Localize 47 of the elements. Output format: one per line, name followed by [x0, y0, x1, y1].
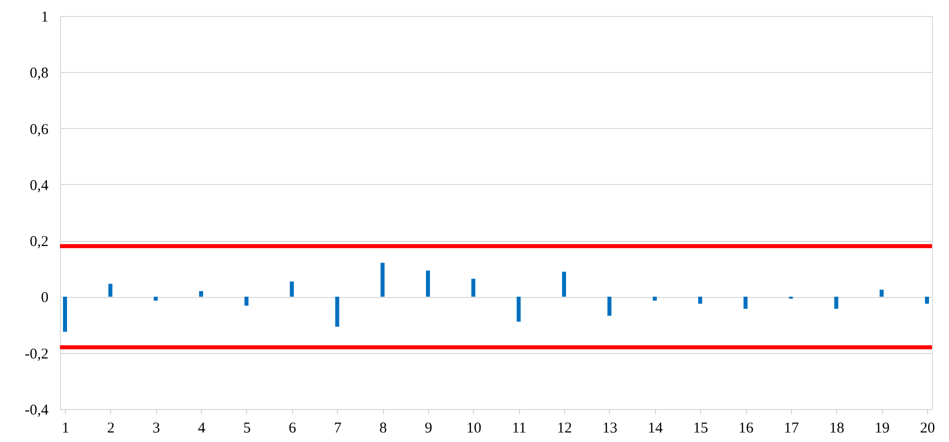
x-tick-label: 9 — [424, 420, 432, 436]
bar — [698, 296, 702, 304]
y-tick-label: 0,4 — [30, 178, 49, 194]
bar — [380, 262, 385, 297]
bar — [744, 296, 748, 309]
bar — [290, 282, 294, 297]
bar — [652, 296, 657, 301]
x-tick-label: 1 — [62, 420, 70, 436]
x-tick-label: 10 — [466, 420, 482, 436]
bar — [426, 270, 430, 297]
bar — [108, 284, 112, 297]
x-tick-label: 18 — [829, 420, 844, 436]
x-tick-label: 4 — [198, 420, 206, 436]
bar — [154, 296, 158, 301]
bar — [562, 272, 566, 297]
x-tick-label: 16 — [738, 420, 754, 436]
y-tick-label: 1 — [41, 10, 48, 26]
y-tick-label: -0,2 — [24, 346, 48, 362]
bar — [516, 296, 521, 322]
x-tick-label: 3 — [152, 420, 160, 436]
x-tick-label: 13 — [602, 420, 618, 436]
x-tick-label: 14 — [648, 420, 664, 436]
y-tick-label: 0,6 — [30, 122, 49, 138]
x-tick-label: 19 — [874, 420, 890, 436]
y-tick-label: -0,4 — [24, 402, 49, 418]
x-tick-label: 7 — [334, 420, 342, 436]
bar — [607, 296, 612, 316]
bar — [63, 296, 67, 332]
bar — [471, 278, 476, 297]
x-tick-label: 8 — [379, 420, 387, 436]
bar — [880, 290, 884, 297]
y-tick-label: 0,2 — [30, 234, 48, 250]
x-tick-label: 2 — [107, 420, 115, 436]
bar — [244, 296, 248, 306]
bar — [199, 291, 204, 297]
bar — [335, 296, 340, 327]
x-tick-label: 6 — [288, 420, 297, 436]
y-tick-label: 0,8 — [30, 66, 48, 82]
x-tick-label: 17 — [784, 420, 800, 436]
x-tick-label: 5 — [243, 420, 251, 436]
bar — [834, 296, 838, 309]
x-tick-label: 11 — [512, 420, 526, 436]
x-tick-label: 12 — [557, 420, 572, 436]
y-tick-label: 0 — [41, 290, 48, 306]
x-tick-label: 15 — [693, 420, 708, 436]
x-tick-label: 20 — [920, 420, 935, 436]
bar — [925, 296, 929, 304]
